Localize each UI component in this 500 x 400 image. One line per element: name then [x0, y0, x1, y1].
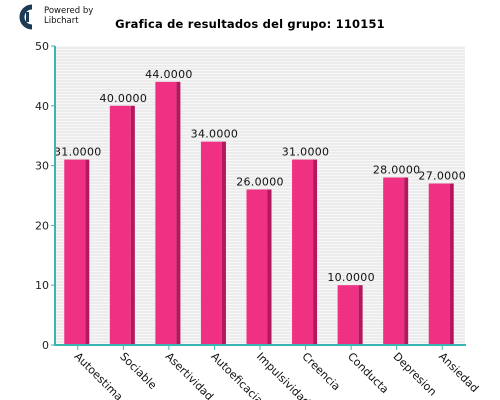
- y-tick-label: 30: [35, 160, 49, 173]
- y-tick-label: 40: [35, 100, 49, 113]
- value-label: 31.0000: [282, 146, 330, 159]
- bar: [337, 285, 359, 345]
- bar: [246, 189, 268, 345]
- bars: [64, 81, 454, 345]
- value-labels: 31.0000 40.0000 44.0000 34.0000 26.0000 31.00…: [54, 68, 466, 284]
- bar-side: [267, 189, 272, 345]
- y-tick-label: 0: [42, 339, 49, 352]
- bar-side: [358, 285, 363, 345]
- bar-side: [449, 183, 454, 345]
- bar-side: [221, 141, 226, 345]
- y-tick-label: 20: [35, 219, 49, 232]
- bar-side: [85, 159, 90, 345]
- x-category-label: Ansiedad: [436, 350, 481, 395]
- bar-side: [176, 81, 181, 345]
- value-label: 44.0000: [145, 68, 193, 81]
- powered-by-line2: Libchart: [44, 16, 79, 26]
- libchart-logo: Powered by Libchart: [14, 4, 93, 30]
- x-category-label: Sociable: [117, 350, 159, 392]
- x-category-label: Depresion: [391, 350, 440, 399]
- bar: [155, 81, 177, 345]
- value-label: 28.0000: [373, 164, 421, 177]
- bar: [428, 183, 450, 345]
- bar: [109, 105, 131, 345]
- x-category-label: Conducta: [345, 350, 391, 396]
- value-label: 26.0000: [236, 176, 284, 189]
- x-category-label: Creencia: [299, 350, 342, 393]
- y-tick-label: 10: [35, 279, 49, 292]
- value-label: 31.0000: [54, 146, 102, 159]
- value-label: 27.0000: [418, 170, 466, 183]
- value-label: 10.0000: [327, 271, 375, 284]
- x-category-label: Asertividad: [163, 350, 216, 400]
- y-axis-ticks: 0 10 20 30 40 50: [35, 40, 55, 352]
- bar-side: [130, 105, 135, 345]
- value-label: 34.0000: [191, 128, 239, 141]
- chart-title: Grafica de resultados del grupo: 110151: [115, 17, 385, 31]
- bar: [383, 177, 405, 345]
- value-label: 40.0000: [100, 92, 148, 105]
- bar-side: [313, 159, 318, 345]
- x-category-label: Autoestima: [72, 350, 126, 400]
- powered-by-text: Powered by Libchart: [44, 4, 93, 26]
- bar: [292, 159, 314, 345]
- bar-side: [404, 177, 409, 345]
- powered-by-line1: Powered by: [44, 6, 94, 16]
- y-tick-label: 50: [35, 40, 49, 53]
- bar: [64, 159, 86, 345]
- bar: [200, 141, 222, 345]
- libchart-logo-icon: [19, 4, 33, 30]
